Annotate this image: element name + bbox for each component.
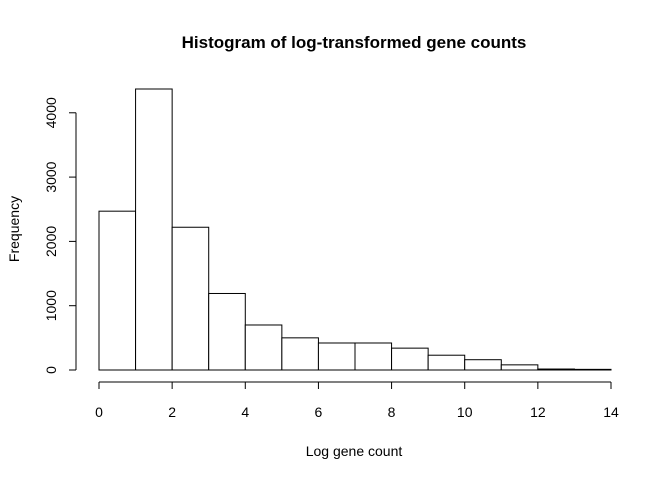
y-axis-label: Frequency (6, 196, 22, 262)
x-axis: 0 2 4 6 8 10 12 14 (95, 381, 619, 420)
histogram-bar (244, 324, 283, 371)
y-tick-label: 1000 (43, 290, 59, 321)
histogram-bar (208, 292, 246, 371)
y-tick-label: 0 (43, 366, 59, 374)
x-tick-label: 2 (168, 404, 176, 420)
bars-group (98, 88, 612, 371)
histogram-bar (317, 342, 356, 371)
histogram-bar (354, 342, 393, 371)
histogram-bar (171, 226, 210, 371)
histogram-bar (537, 368, 575, 371)
histogram-bar (464, 359, 502, 371)
y-tick-label: 3000 (43, 161, 59, 192)
y-tick-label: 2000 (43, 226, 59, 257)
histogram-bar (573, 368, 612, 371)
histogram-bar (500, 364, 539, 371)
histogram-bar (427, 354, 466, 371)
x-tick-label: 10 (457, 404, 473, 420)
x-tick-label: 6 (315, 404, 323, 420)
y-tick-label: 4000 (43, 97, 59, 128)
x-tick-label: 0 (95, 404, 103, 420)
y-axis: 0 1000 2000 3000 4000 (43, 97, 77, 374)
x-tick-label: 12 (530, 404, 546, 420)
histogram-bar (281, 337, 319, 371)
x-tick-label: 4 (241, 404, 249, 420)
chart-title: Histogram of log-transformed gene counts (182, 33, 527, 52)
histogram-bar (391, 347, 429, 371)
x-axis-label: Log gene count (306, 443, 403, 459)
histogram-bar (98, 210, 137, 371)
histogram-bar (135, 88, 173, 371)
x-tick-label: 8 (388, 404, 396, 420)
x-tick-label: 14 (603, 404, 619, 420)
